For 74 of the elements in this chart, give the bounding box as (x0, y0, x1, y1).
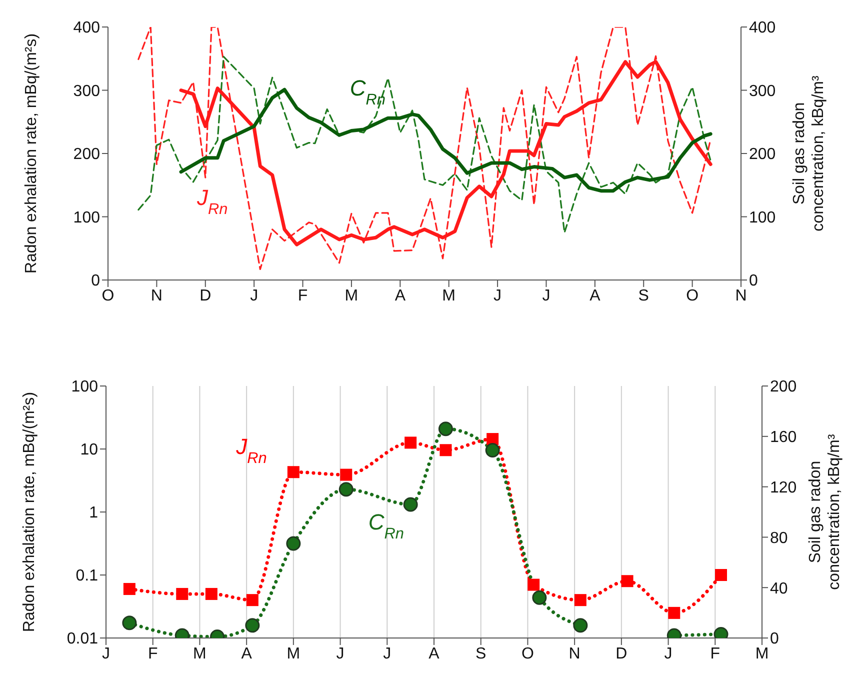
x-tick-label: N (735, 287, 747, 304)
point (715, 569, 727, 581)
point (404, 436, 417, 449)
point (440, 444, 452, 456)
series-label: J$_{Rn}$ (196, 185, 228, 218)
x-tick-label: J (383, 645, 392, 662)
y-tick-label: 200 (73, 146, 100, 164)
point (287, 466, 300, 478)
point (486, 433, 499, 446)
line-series (138, 27, 712, 270)
x-tick-label: F (298, 287, 308, 304)
y-tick-label: 0.01 (66, 630, 98, 648)
y-tick-label: 0 (91, 272, 100, 290)
y-tick-label: 100 (73, 209, 100, 226)
y2-tick-label: 100 (749, 209, 776, 226)
x-tick-label: A (590, 287, 601, 304)
x-tick-label: A (241, 645, 252, 662)
x-tick-label: A (428, 645, 440, 662)
point (246, 594, 258, 606)
x-tick-label: J (336, 645, 344, 662)
y2-tick-label: 200 (770, 378, 797, 396)
x-tick-label: F (710, 645, 720, 662)
x-tick-label: N (568, 645, 580, 662)
x-tick-label: A (394, 287, 406, 304)
series-label: C$_{Rn}$ (368, 509, 404, 542)
x-tick-label: O (102, 287, 114, 304)
y2-tick-label: 300 (749, 82, 776, 100)
y-tick-label: 0.1 (76, 568, 98, 585)
x-tick-label: J (494, 287, 502, 304)
x-tick-label: D (200, 287, 212, 304)
point (176, 588, 188, 600)
y2-tick-label: 0 (749, 272, 758, 290)
y2-tick-label: 120 (770, 479, 797, 496)
y2-tick-label: 40 (770, 580, 788, 598)
x-tick-label: O (686, 287, 699, 304)
y-axis-title: Radon exhalation rate, mBq/(m²s) (23, 33, 40, 274)
series-label: J$_{Rn}$ (235, 434, 267, 467)
x-tick-label: S (476, 645, 486, 662)
x-tick-label: M (286, 645, 300, 662)
y2-tick-label: 400 (749, 20, 776, 37)
y2-tick-label: 0 (770, 630, 779, 648)
x-tick-label: J (542, 287, 550, 304)
y-axis-title: Radon exhalation rate, mBq/(m²s) (21, 392, 38, 632)
y-tick-label: 10 (80, 442, 98, 459)
line-series (138, 56, 712, 234)
point (668, 606, 680, 619)
point (205, 588, 218, 600)
x-tick-label: M (755, 645, 769, 662)
point (574, 594, 586, 606)
series-label: C$_{Rn}$ (350, 75, 386, 108)
y2-axis-title: Soil gas radon concentration, kBq/m³ (791, 75, 827, 232)
y2-tick-label: 80 (770, 530, 788, 547)
x-tick-label: M (344, 287, 358, 304)
point (123, 582, 136, 595)
x-tick-label: O (521, 645, 534, 662)
y2-tick-label: 200 (749, 146, 776, 164)
y2-axis-title: Soil gas radon concentration, kBq/m³ (807, 434, 843, 590)
x-tick-label: S (638, 287, 649, 304)
x-tick-label: F (148, 645, 158, 662)
y-tick-label: 100 (71, 378, 98, 396)
point (528, 578, 540, 591)
point (340, 468, 352, 481)
x-tick-label: J (102, 645, 110, 662)
x-tick-label: M (193, 645, 206, 662)
y-tick-label: 1 (89, 504, 98, 522)
y-tick-label: 400 (73, 20, 100, 37)
x-tick-label: J (664, 645, 672, 662)
point (621, 575, 634, 588)
x-tick-label: M (442, 287, 456, 304)
x-tick-label: J (250, 287, 258, 304)
y-tick-label: 300 (73, 82, 100, 100)
x-tick-label: D (616, 645, 628, 662)
y2-tick-label: 160 (770, 429, 797, 446)
x-tick-label: N (150, 287, 162, 304)
